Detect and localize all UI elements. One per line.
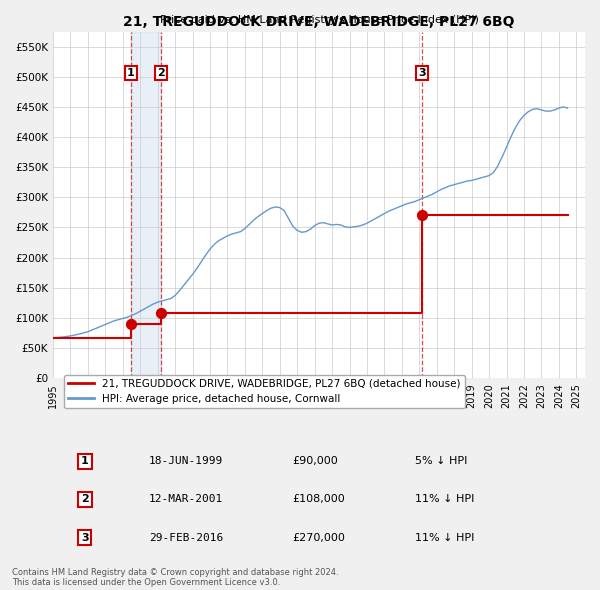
Bar [131,31,161,378]
Text: 18-JUN-1999: 18-JUN-1999 [149,456,223,466]
Text: 3: 3 [418,68,426,78]
Point [126,319,136,329]
Text: 11% ↓ HPI: 11% ↓ HPI [415,533,474,543]
Text: 2: 2 [157,68,165,78]
Text: Contains HM Land Registry data © Crown copyright and database right 2024.
This d: Contains HM Land Registry data © Crown c… [12,568,338,587]
Text: 12-MAR-2001: 12-MAR-2001 [149,494,223,504]
Text: 5% ↓ HPI: 5% ↓ HPI [415,456,467,466]
Point [156,309,166,318]
Legend: 21, TREGUDDOCK DRIVE, WADEBRIDGE, PL27 6BQ (detached house), HPI: Average price,: 21, TREGUDDOCK DRIVE, WADEBRIDGE, PL27 6… [64,375,465,408]
Text: 29-FEB-2016: 29-FEB-2016 [149,533,223,543]
Title: 21, TREGUDDOCK DRIVE, WADEBRIDGE, PL27 6BQ: 21, TREGUDDOCK DRIVE, WADEBRIDGE, PL27 6… [123,15,515,29]
Text: £90,000: £90,000 [292,456,338,466]
Text: 11% ↓ HPI: 11% ↓ HPI [415,494,474,504]
Text: 1: 1 [127,68,134,78]
Text: £108,000: £108,000 [292,494,345,504]
Text: £270,000: £270,000 [292,533,345,543]
Text: 1: 1 [81,456,89,466]
Point [417,211,427,220]
Text: 3: 3 [81,533,89,543]
Text: Price paid vs. HM Land Registry's House Price Index (HPI): Price paid vs. HM Land Registry's House … [160,15,478,25]
Text: 2: 2 [81,494,89,504]
